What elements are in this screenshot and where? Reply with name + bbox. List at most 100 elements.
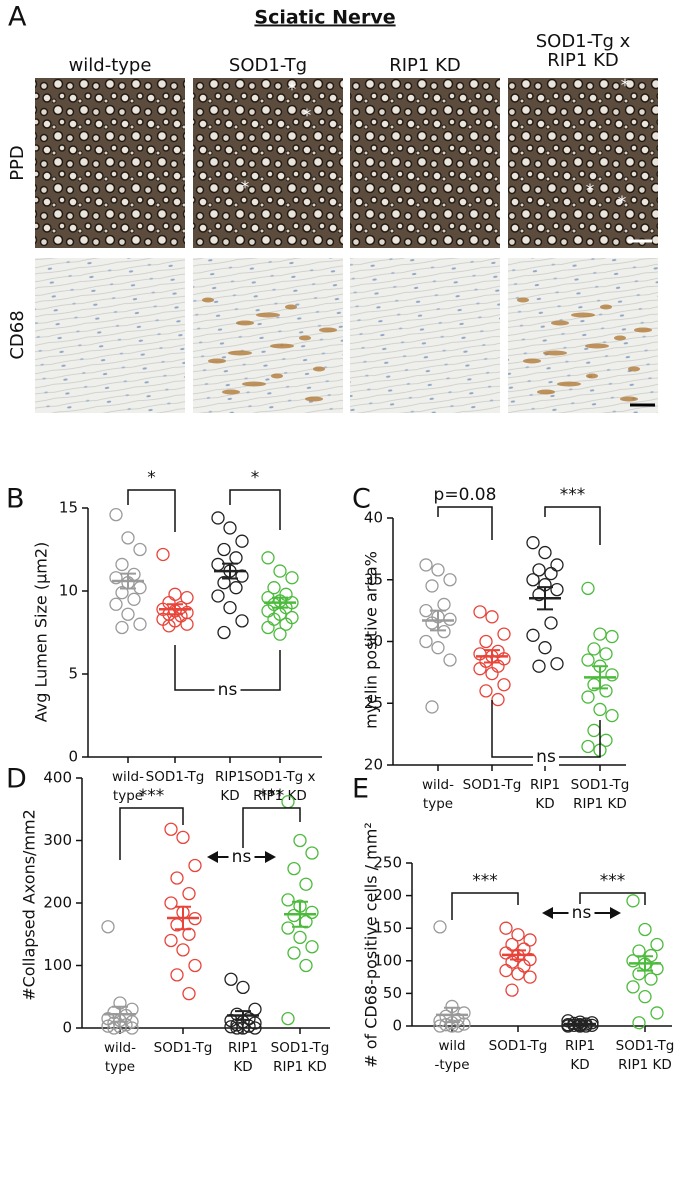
sem-bar — [444, 1006, 460, 1024]
data-point — [170, 871, 184, 885]
label-bg — [568, 904, 595, 922]
label-bg — [214, 681, 241, 699]
data-point — [499, 946, 513, 960]
y-tick-label: 100 — [373, 951, 402, 969]
label-bg — [533, 748, 559, 766]
micrograph-cd68 — [350, 258, 500, 413]
cd68-stain — [557, 381, 581, 387]
column-label: wild-type — [69, 55, 152, 76]
panel-letter: E — [352, 774, 369, 805]
data-point — [125, 1021, 139, 1035]
cd68-stain — [202, 297, 214, 303]
data-point — [101, 920, 115, 934]
data-point — [305, 846, 319, 860]
data-point — [109, 507, 123, 522]
data-point — [505, 937, 519, 952]
cd68-stain — [585, 343, 609, 349]
data-point — [299, 958, 313, 973]
data-point — [573, 1019, 587, 1033]
x-tick-label: SOD1-Tg — [146, 769, 205, 785]
data-point — [223, 521, 237, 535]
significance-label: * — [147, 468, 156, 488]
y-tick-label: 250 — [373, 854, 402, 872]
micrograph-cd68 — [35, 258, 185, 413]
data-point — [115, 586, 129, 600]
data-point — [443, 573, 457, 587]
data-point — [532, 659, 546, 673]
micrograph-ppd — [193, 78, 343, 248]
data-point — [305, 905, 319, 920]
sem-bar — [510, 949, 526, 961]
data-point — [538, 641, 552, 655]
data-point — [538, 545, 552, 560]
data-point — [479, 684, 493, 698]
data-point — [156, 547, 170, 562]
x-tick-label: wild-type — [434, 1038, 469, 1073]
data-point — [248, 1016, 262, 1030]
data-point — [473, 605, 487, 619]
data-point — [133, 617, 147, 631]
data-point — [273, 564, 287, 578]
sem-bar — [592, 665, 608, 690]
data-point — [217, 576, 231, 590]
data-point — [626, 894, 640, 908]
y-tick-label: 300 — [43, 831, 72, 849]
image-marker: * — [241, 178, 250, 198]
image-marker: * — [303, 106, 312, 126]
significance-label: *** — [139, 786, 165, 806]
x-tick-label: SOD1-Tg — [463, 777, 522, 793]
significance-label: ns — [218, 680, 238, 700]
data-point — [581, 581, 595, 596]
y-axis-label: #Collapsed Axons/mm2 — [20, 809, 39, 1001]
data-point — [579, 1019, 593, 1033]
data-point — [188, 858, 202, 873]
y-tick-label: 40 — [364, 509, 383, 527]
data-point — [479, 634, 493, 649]
data-point — [168, 587, 182, 601]
data-point — [267, 581, 281, 595]
data-point — [211, 511, 225, 525]
data-point — [526, 573, 540, 587]
panel-letter: C — [352, 484, 371, 515]
cd68-stain — [551, 320, 569, 326]
data-point — [224, 972, 238, 986]
data-point — [587, 642, 601, 656]
column-label: RIP1 KD — [389, 55, 461, 76]
data-point — [526, 628, 540, 642]
y-tick-label: 200 — [373, 886, 402, 904]
data-point — [644, 972, 658, 986]
sem-bar — [484, 649, 500, 664]
data-point — [279, 617, 293, 631]
cd68-stain — [620, 396, 638, 402]
data-point — [605, 629, 619, 644]
data-point — [511, 967, 525, 981]
y-tick-label: 0 — [392, 1017, 402, 1035]
x-tick-label: RIP1 KD — [565, 1038, 595, 1073]
data-point — [164, 933, 178, 948]
data-point — [425, 700, 439, 714]
sem-bar — [175, 905, 191, 931]
micrograph-ppd — [35, 78, 185, 248]
data-point — [229, 551, 243, 565]
cd68-stain — [628, 366, 640, 372]
significance-label: *** — [259, 786, 285, 806]
sem-bar — [572, 1022, 588, 1026]
image-marker: * — [618, 193, 627, 213]
cd68-stain — [236, 320, 254, 326]
data-point — [164, 896, 178, 910]
image-marker: * — [288, 80, 297, 100]
data-point — [305, 940, 319, 954]
micrograph-cd68 — [193, 258, 343, 413]
significance-label: *** — [600, 871, 626, 891]
data-point — [217, 542, 231, 557]
data-point — [638, 922, 652, 937]
label-bg — [228, 848, 255, 866]
data-point — [437, 624, 451, 639]
cd68-stain — [222, 389, 240, 395]
figure-title: Sciatic Nerve — [254, 7, 395, 29]
data-point — [587, 723, 601, 738]
data-point — [523, 933, 537, 947]
y-tick-label: 200 — [43, 894, 72, 912]
y-tick-label: 30 — [364, 632, 383, 650]
